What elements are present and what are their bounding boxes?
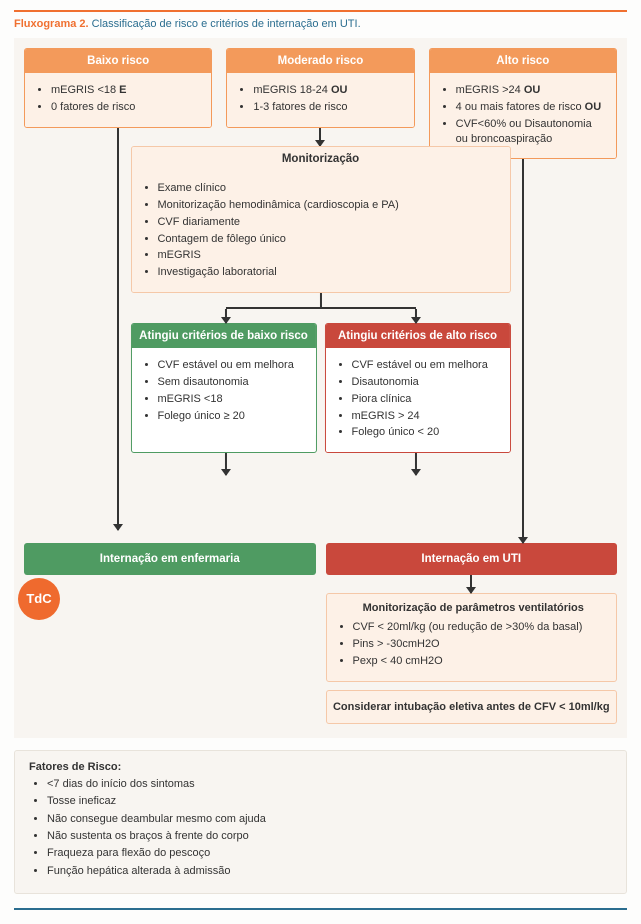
list-item: Disautonomia [352,375,500,390]
high-risk-header: Alto risco [430,49,616,73]
tdc-logo: TdC [18,578,60,620]
title-number: Fluxograma 2. [14,18,89,30]
list-item: mEGRIS <18 [157,392,305,407]
criteria-row: Atingiu critérios de baixo risco CVF est… [130,323,510,453]
arrow-icon [522,529,524,543]
high-risk-box: Alto risco mEGRIS >24 OU 4 ou mais fatore… [429,48,617,159]
list-item: 4 ou mais fatores de risco OU [456,100,606,115]
list-item: mEGRIS > 24 [352,409,500,424]
criteria-low-header: Atingiu critérios de baixo risco [131,324,315,348]
list-item: Não consegue deambular mesmo com ajuda [47,812,612,827]
low-risk-body: mEGRIS <18 E 0 fatores de risco [25,73,211,127]
list-item: Não sustenta os braços à frente do corpo [47,829,612,844]
list-item: CVF estável ou em melhora [352,358,500,373]
list-item: CVF diariamente [157,215,499,230]
list-item: CVF < 20ml/kg (ou redução de >30% da bas… [353,620,607,635]
high-risk-connector [522,159,524,529]
consider-box: Considerar intubação eletiva antes de CF… [326,690,618,724]
monitor-wrapper: Monitorização Exame clínico Monitorização… [130,146,510,475]
arrow-icon [415,309,417,323]
risk-factors-header: Fatores de Risco: [29,761,612,773]
title-text: Classificação de risco e critérios de in… [92,18,361,30]
criteria-high-header: Atingiu critérios de alto risco [326,324,510,348]
criteria-high-body: CVF estável ou em melhora Disautonomia Pio… [326,348,510,452]
title-bar: Fluxograma 2. Classificação de risco e c… [14,10,627,38]
list-item: Tosse ineficaz [47,794,612,809]
outcome-icu: Internação em UTI [326,543,618,575]
low-risk-box: Baixo risco mEGRIS <18 E 0 fatores de ris… [24,48,212,128]
list-item: 0 fatores de risco [51,100,201,115]
mod-risk-header: Moderado risco [227,49,413,73]
list-item: mEGRIS 18-24 OU [253,83,403,98]
risk-factors-box: Fatores de Risco: <7 dias do início dos … [14,750,627,894]
arrow-icon [117,516,119,530]
arrow-icon [319,128,321,146]
list-item: Piora clínica [352,392,500,407]
arrow-icon [415,453,417,475]
bottom-rule [14,908,627,910]
monitor-header: Monitorização [131,147,509,171]
monitor-box: Monitorização Exame clínico Monitorização… [130,146,510,293]
criteria-low-box: Atingiu critérios de baixo risco CVF est… [130,323,316,453]
monitor-body: Exame clínico Monitorização hemodinâmica … [131,171,509,292]
low-risk-connector [117,128,119,516]
arrow-icon [224,309,226,323]
list-item: <7 dias do início dos sintomas [47,777,612,792]
low-risk-header: Baixo risco [25,49,211,73]
list-item: CVF estável ou em melhora [157,358,305,373]
list-item: Sem disautonomia [157,375,305,390]
list-item: Investigação laboratorial [157,265,499,280]
list-item: Contagem de fôlego único [157,232,499,247]
list-item: Folego único < 20 [352,425,500,440]
list-item: Pins > -30cmH2O [353,637,607,652]
list-item: Função hepática alterada à admissão [47,864,612,879]
list-item: Folego único ≥ 20 [157,409,305,424]
mod-risk-box: Moderado risco mEGRIS 18-24 OU 1-3 fatore… [226,48,414,128]
list-item: CVF<60% ou Disautonomia ou broncoaspiraç… [456,117,606,147]
list-item: mEGRIS <18 E [51,83,201,98]
list-item: mEGRIS >24 OU [456,83,606,98]
outcome-ward: Internação em enfermaria [24,543,316,575]
vent-box: Monitorização de parâmetros ventilatório… [326,593,618,682]
list-item: Fraqueza para flexão do pescoço [47,846,612,861]
list-item: mEGRIS [157,248,499,263]
flowchart-canvas: Baixo risco mEGRIS <18 E 0 fatores de ris… [14,38,627,738]
list-item: Monitorização hemodinâmica (cardioscopia… [157,198,499,213]
criteria-high-box: Atingiu critérios de alto risco CVF está… [325,323,511,453]
criteria-low-body: CVF estável ou em melhora Sem disautonomi… [131,348,315,435]
list-item: Exame clínico [157,181,499,196]
list-item: Pexp < 40 cmH2O [353,654,607,669]
arrow-icon [224,453,226,475]
list-item: 1-3 fatores de risco [253,100,403,115]
mod-risk-body: mEGRIS 18-24 OU 1-3 fatores de risco [227,73,413,127]
arrow-icon [470,575,472,593]
vent-header: Monitorização de parâmetros ventilatório… [341,602,607,614]
outcome-row: Internação em enfermaria Internação em U… [24,543,617,724]
monitor-connector [319,293,321,307]
